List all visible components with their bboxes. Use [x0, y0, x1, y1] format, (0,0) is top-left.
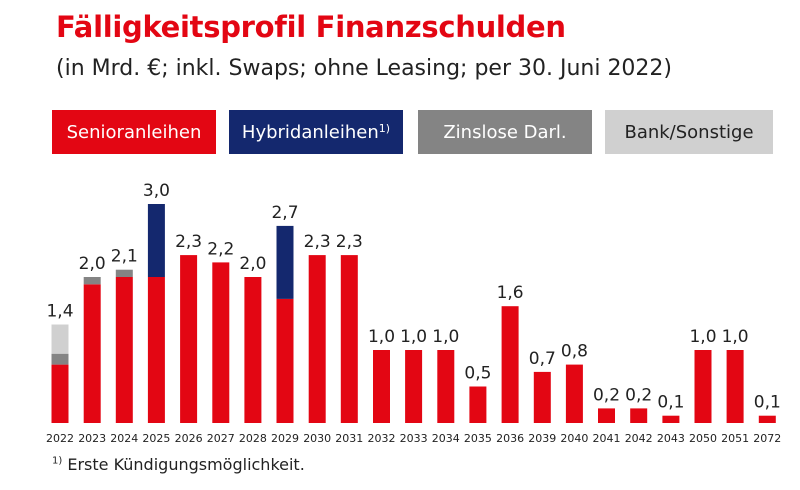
bar-2031-senioranleihen [340, 255, 358, 423]
x-tick-label-2022: 2022 [46, 432, 74, 445]
footnote-marker: 1) [52, 455, 63, 467]
bar-2041-senioranleihen [598, 408, 615, 423]
legend-item-hybridanleihen: Hybridanleihen 1) [229, 110, 403, 154]
bar-2024-zinslose-darl [115, 269, 133, 277]
bar-2022-senioranleihen [51, 364, 69, 423]
x-tick-label-2035: 2035 [464, 432, 492, 445]
value-label-2032: 1,0 [368, 327, 395, 347]
legend-item-senioranleihen: Senioranleihen [52, 110, 216, 154]
x-tick-label-2036: 2036 [496, 432, 524, 445]
x-tick-label-2034: 2034 [432, 432, 460, 445]
bar-2025-hybridanleihen [147, 204, 165, 277]
x-tick-label-2027: 2027 [207, 432, 235, 445]
value-label-2027: 2,2 [207, 239, 234, 259]
value-label-2026: 2,3 [175, 232, 202, 252]
x-tick-label-2023: 2023 [78, 432, 106, 445]
bar-2072-senioranleihen [758, 415, 776, 423]
legend-item-bank-sonstige: Bank/Sonstige [605, 110, 773, 154]
x-tick-label-2024: 2024 [110, 432, 138, 445]
value-label-2024: 2,1 [111, 247, 138, 267]
x-tick-label-2043: 2043 [657, 432, 685, 445]
chart-subtitle: (in Mrd. €; inkl. Swaps; ohne Leasing; p… [56, 56, 673, 81]
bar-2035-senioranleihen [469, 386, 487, 423]
x-tick-label-2029: 2029 [271, 432, 299, 445]
bar-2042-senioranleihen [630, 408, 648, 423]
value-label-2031: 2,3 [336, 232, 363, 252]
value-label-2028: 2,0 [239, 254, 266, 274]
value-label-2025: 3,0 [143, 181, 170, 201]
legend-label: Zinslose Darl. [443, 121, 567, 143]
bar-2022-bank-sonstige [51, 324, 69, 354]
value-label-2023: 2,0 [79, 254, 106, 274]
bar-2036-senioranleihen [501, 306, 519, 423]
x-tick-label-2028: 2028 [239, 432, 267, 445]
value-label-2022: 1,4 [46, 302, 73, 322]
legend-label: Hybridanleihen [241, 121, 379, 143]
x-tick-label-2051: 2051 [721, 432, 749, 445]
value-label-2040: 0,8 [561, 342, 588, 362]
bar-2032-senioranleihen [373, 350, 390, 423]
x-tick-label-2030: 2030 [303, 432, 331, 445]
x-tick-label-2050: 2050 [689, 432, 717, 445]
bar-2043-senioranleihen [662, 415, 680, 423]
value-label-2072: 0,1 [754, 393, 781, 413]
bar-2034-senioranleihen [437, 350, 455, 423]
bar-2051-senioranleihen [726, 350, 744, 423]
bar-2028-senioranleihen [244, 277, 262, 423]
value-label-2051: 1,0 [722, 327, 749, 347]
value-label-2043: 0,1 [657, 393, 684, 413]
x-tick-label-2042: 2042 [625, 432, 653, 445]
x-tick-label-2033: 2033 [400, 432, 428, 445]
x-tick-label-2072: 2072 [753, 432, 781, 445]
bar-2029-hybridanleihen [276, 225, 294, 299]
value-label-2050: 1,0 [689, 327, 716, 347]
legend-label: Senioranleihen [66, 121, 202, 143]
bar-2050-senioranleihen [694, 350, 712, 423]
legend-label: Bank/Sonstige [624, 121, 754, 143]
value-label-2039: 0,7 [529, 349, 556, 369]
x-tick-label-2040: 2040 [560, 432, 588, 445]
bar-2022-zinslose-darl [51, 353, 69, 365]
value-label-2036: 1,6 [497, 283, 524, 303]
bar-2033-senioranleihen [405, 350, 423, 423]
footnote: 1) Erste Kündigungsmöglichkeit. [52, 455, 305, 474]
x-tick-label-2026: 2026 [175, 432, 203, 445]
bar-2039-senioranleihen [533, 371, 551, 423]
x-tick-label-2032: 2032 [368, 432, 396, 445]
bar-2025-senioranleihen [147, 277, 165, 423]
footnote-text: Erste Kündigungsmöglichkeit. [62, 455, 305, 474]
legend-item-zinslose-darl: Zinslose Darl. [418, 110, 592, 154]
value-label-2029: 2,7 [271, 203, 298, 223]
chart-title: Fälligkeitsprofil Finanzschulden [56, 10, 566, 44]
chart-area: 1,4 2022 2,0 2023 2,1 2024 3,0 2025 2,3 2026 2,2 20… [46, 181, 781, 445]
bar-2023-senioranleihen [83, 284, 101, 423]
bar-2029-senioranleihen [276, 298, 294, 423]
bar-2027-senioranleihen [212, 262, 230, 423]
bar-2023-zinslose-darl [83, 277, 101, 285]
value-label-2035: 0,5 [464, 364, 491, 384]
bar-2040-senioranleihen [565, 364, 583, 423]
x-tick-label-2041: 2041 [593, 432, 621, 445]
bar-2026-senioranleihen [180, 255, 198, 423]
value-label-2034: 1,0 [432, 327, 459, 347]
bar-2030-senioranleihen [308, 255, 326, 423]
value-label-2030: 2,3 [304, 232, 331, 252]
value-label-2041: 0,2 [593, 385, 620, 405]
bar-2024-senioranleihen [115, 277, 133, 423]
value-label-2033: 1,0 [400, 327, 427, 347]
x-tick-label-2025: 2025 [142, 432, 170, 445]
x-tick-label-2031: 2031 [335, 432, 363, 445]
x-tick-label-2039: 2039 [528, 432, 556, 445]
value-label-2042: 0,2 [625, 385, 652, 405]
